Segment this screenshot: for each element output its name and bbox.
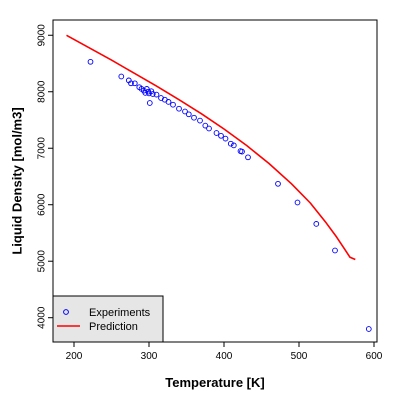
y-tick-label-7000: 7000 bbox=[37, 137, 48, 160]
experiment-point-19 bbox=[170, 101, 176, 108]
x-tick-label-300: 300 bbox=[141, 351, 158, 362]
experiment-point-4 bbox=[131, 80, 138, 87]
experiment-point-13 bbox=[148, 88, 155, 95]
y-tick-label-9000: 9000 bbox=[37, 24, 48, 47]
experiment-point-14 bbox=[149, 91, 156, 97]
legend-label-experiments: Experiments bbox=[89, 307, 151, 319]
experiment-point-26 bbox=[206, 125, 212, 132]
experiment-point-27 bbox=[213, 130, 220, 136]
experiment-point-24 bbox=[197, 117, 203, 124]
experiment-point-21 bbox=[182, 108, 188, 115]
y-axis-title: Liquid Density [mol/m3] bbox=[10, 107, 25, 254]
line-layer bbox=[66, 34, 356, 261]
experiment-point-36 bbox=[294, 199, 301, 206]
y-tick-label-5000: 5000 bbox=[37, 250, 48, 273]
experiment-point-30 bbox=[227, 140, 234, 147]
experiment-point-35 bbox=[275, 180, 281, 187]
legend-marker-experiments bbox=[63, 309, 69, 315]
x-tick-label-500: 500 bbox=[291, 351, 308, 362]
x-tick-label-200: 200 bbox=[66, 351, 83, 362]
x-tick-label-400: 400 bbox=[216, 351, 233, 362]
point-layer bbox=[87, 58, 372, 332]
experiment-point-1 bbox=[118, 73, 125, 80]
experiment-point-0 bbox=[87, 58, 94, 65]
experiment-point-12 bbox=[146, 100, 153, 106]
experiment-point-34 bbox=[245, 154, 251, 161]
x-axis-title: Temperature [K] bbox=[165, 375, 264, 390]
experiment-point-31 bbox=[230, 142, 237, 149]
experiment-point-20 bbox=[176, 105, 182, 112]
legend: Experiments Prediction bbox=[52, 295, 164, 343]
experiment-point-23 bbox=[191, 114, 197, 121]
tick-layer: 200 300 400 500 600 4000 5000 6000 7000 8000 9000 bbox=[37, 24, 383, 362]
experiment-point-28 bbox=[218, 132, 224, 139]
experiment-point-25 bbox=[202, 122, 209, 129]
y-tick-label-6000: 6000 bbox=[37, 193, 48, 216]
legend-box bbox=[52, 295, 164, 343]
experiment-point-39 bbox=[365, 326, 372, 332]
experiment-point-37 bbox=[313, 221, 320, 227]
experiment-point-9 bbox=[143, 86, 150, 92]
experiment-point-29 bbox=[222, 135, 229, 142]
y-tick-label-8000: 8000 bbox=[37, 80, 48, 103]
y-tick-label-4000: 4000 bbox=[37, 306, 48, 329]
experiment-point-18 bbox=[165, 99, 172, 105]
experiment-point-15 bbox=[153, 91, 160, 98]
legend-label-prediction: Prediction bbox=[89, 321, 138, 333]
experiment-point-38 bbox=[332, 247, 338, 254]
experiment-point-22 bbox=[185, 111, 192, 118]
experiment-point-33 bbox=[239, 148, 245, 155]
prediction-line bbox=[66, 34, 356, 261]
plot-frame bbox=[52, 19, 378, 343]
experiment-point-3 bbox=[128, 80, 134, 87]
x-tick-label-600: 600 bbox=[366, 351, 383, 362]
